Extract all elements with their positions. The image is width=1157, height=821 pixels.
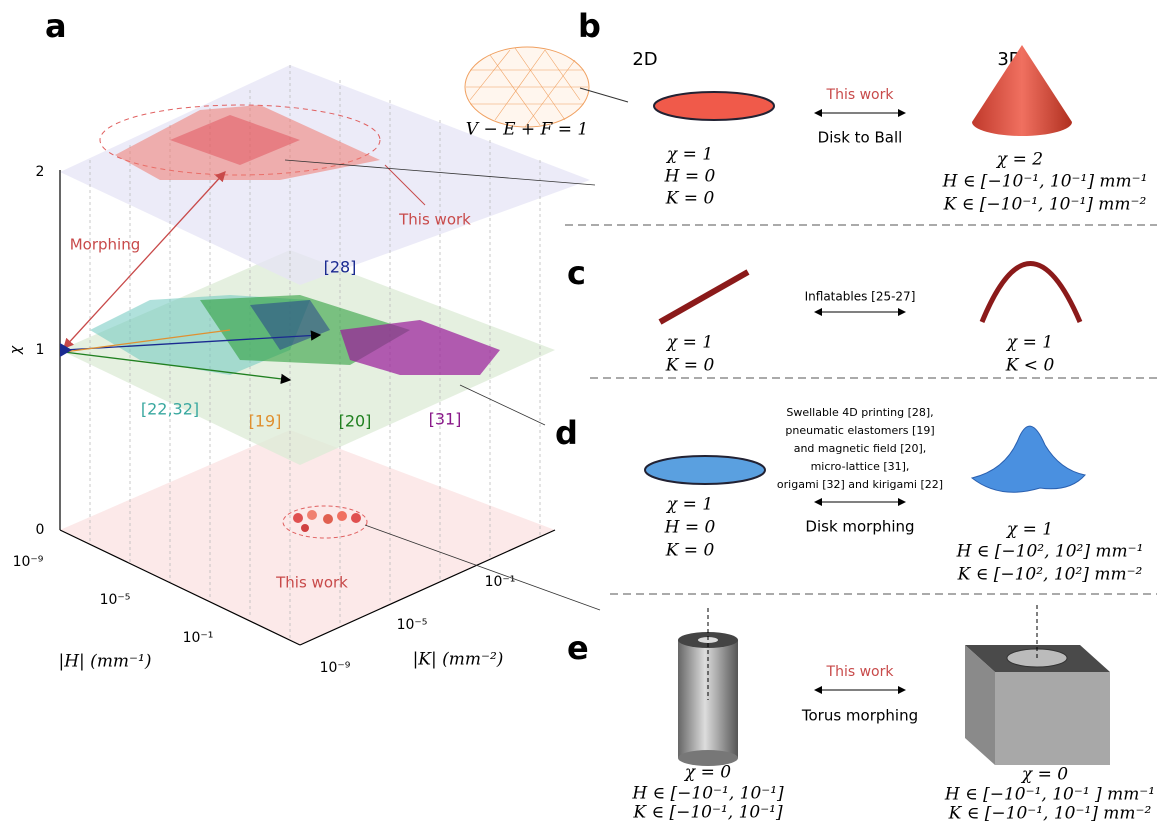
arrow-label: Disk to Ball [818, 129, 903, 147]
property: χ = 1 [666, 333, 713, 353]
arrow-label: Inflatables [25-27] [805, 290, 916, 304]
cone [972, 45, 1072, 136]
connector [460, 385, 545, 425]
formula: V − E + F = 1 [466, 120, 588, 140]
property: H ∈ [−10⁻¹, 10⁻¹] [631, 784, 784, 804]
panel-label: a [45, 7, 67, 45]
arrow-label: Swellable 4D printing [28], [786, 406, 933, 419]
property: H ∈ [−10⁻¹, 10⁻¹ ] mm⁻¹ [944, 785, 1155, 805]
property: K = 0 [665, 356, 715, 376]
z-tick-label: 1 [36, 342, 45, 358]
k-tick-label: 10⁻⁵ [397, 617, 428, 633]
box-front [995, 672, 1110, 765]
k-tick-label: 10⁻⁹ [320, 660, 351, 676]
property: H = 0 [664, 167, 716, 187]
property: χ = 0 [684, 763, 731, 783]
heading: 2D [632, 49, 657, 70]
property: K ∈ [−10⁻¹, 10⁻¹] [632, 803, 783, 821]
property: K < 0 [1005, 356, 1055, 376]
arrow-label: This work [826, 664, 895, 680]
property: χ = 1 [666, 495, 713, 515]
arrow-label: Disk morphing [805, 518, 914, 536]
panel-label: c [567, 254, 586, 292]
annotation: [31] [429, 410, 462, 429]
z-tick-label: 2 [36, 164, 45, 180]
annotation: [28] [324, 258, 357, 277]
panel-c: c Inflatables [25-27] χ = 1 K = 0 χ = 1 … [567, 254, 1080, 376]
property: K ∈ [−10², 10²] mm⁻² [957, 565, 1143, 585]
arrow-label: micro-lattice [31], [811, 460, 910, 473]
k-tick-label: 10⁻¹ [485, 574, 516, 590]
z-axis-label: χ [8, 345, 24, 355]
figure: a 0 1 2 χ 10⁻⁹ 10⁻⁵ 10⁻¹ |H| (mm⁻¹) [0, 0, 1157, 821]
property: χ = 1 [666, 145, 713, 165]
panel-label: e [567, 629, 589, 667]
z-tick-label: 0 [36, 522, 45, 538]
h-tick-label: 10⁻⁹ [13, 554, 44, 570]
plane-chi-0 [60, 430, 555, 645]
arrow-label: and magnetic field [20], [794, 442, 927, 455]
rod [660, 272, 748, 322]
annotation: Morphing [70, 236, 141, 254]
property: K ∈ [−10⁻¹, 10⁻¹] mm⁻² [943, 195, 1147, 215]
h-tick-label: 10⁻⁵ [100, 592, 131, 608]
property: H ∈ [−10², 10²] mm⁻¹ [956, 542, 1144, 562]
arrow-label: This work [826, 87, 895, 103]
property: K = 0 [665, 189, 715, 209]
property: χ = 0 [1021, 765, 1068, 785]
annotation: [22,32] [141, 400, 199, 419]
disk [654, 92, 774, 120]
property: H = 0 [664, 518, 716, 538]
arrow-label: Torus morphing [801, 707, 918, 725]
property: χ = 2 [996, 150, 1043, 170]
bump-surface [972, 426, 1085, 492]
arrow-label: origami [32] and kirigami [22] [777, 478, 943, 491]
property: K = 0 [665, 541, 715, 561]
panel-d: d Swellable 4D printing [28], pneumatic … [555, 406, 1143, 585]
annotation: [20] [339, 412, 372, 431]
annotation: This work [275, 574, 348, 592]
property: H ∈ [−10⁻¹, 10⁻¹] mm⁻¹ [942, 172, 1148, 192]
disk [645, 456, 765, 484]
panel-label: d [555, 414, 578, 452]
property: K ∈ [−10⁻¹, 10⁻¹] mm⁻² [948, 804, 1152, 821]
arch [982, 264, 1080, 323]
panel-label: b [578, 7, 601, 45]
property: χ = 1 [1006, 520, 1053, 540]
annotation: This work [398, 211, 471, 229]
panel-e: e This work Torus morphing χ = 0 H ∈ [−1… [567, 605, 1155, 821]
k-axis-label: |K| (mm⁻²) [413, 650, 504, 670]
annotation: [19] [249, 412, 282, 431]
arrow-label: pneumatic elastomers [19] [785, 424, 934, 437]
h-axis-label: |H| (mm⁻¹) [59, 652, 152, 672]
property: χ = 1 [1006, 333, 1053, 353]
h-tick-label: 10⁻¹ [183, 630, 214, 646]
